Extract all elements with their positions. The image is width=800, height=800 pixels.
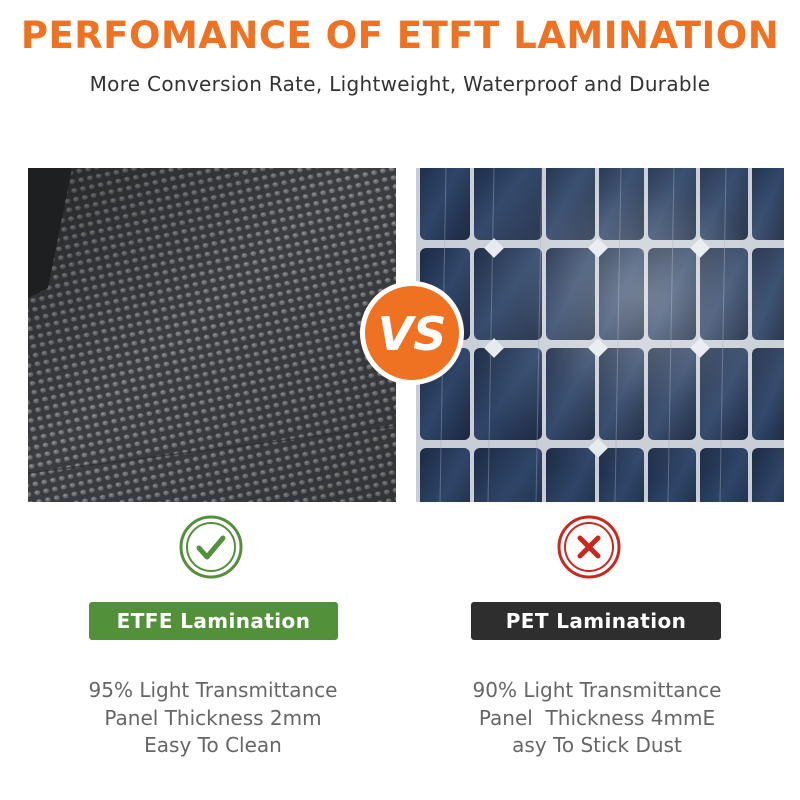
- pet-spec-dust: asy To Stick Dust: [512, 733, 682, 757]
- check-icon: [178, 514, 244, 580]
- vs-text: VS: [378, 307, 447, 361]
- cross-icon: [556, 514, 622, 580]
- pet-lamination-label: PET Lamination: [471, 602, 721, 640]
- page-subtitle: More Conversion Rate, Lightweight, Water…: [89, 72, 711, 96]
- pet-spec-transmittance: 90% Light Transmittance: [472, 678, 722, 702]
- etfe-spec-list: 95% Light Transmittance Panel Thickness …: [33, 677, 393, 760]
- etfe-surface-image: [28, 168, 396, 502]
- pet-spec-list: 90% Light Transmittance Panel Thickness …: [417, 677, 777, 760]
- etfe-lamination-label: ETFE Lamination: [89, 602, 338, 640]
- pet-solar-panel-image: [416, 168, 784, 502]
- etfe-spec-cleaning: Easy To Clean: [144, 733, 282, 757]
- etfe-spec-thickness: Panel Thickness 2mm: [104, 705, 322, 730]
- page-title: PERFOMANCE OF ETFT LAMINATION: [20, 14, 780, 57]
- pet-spec-thickness: Panel Thickness 4mmE: [478, 705, 716, 730]
- etfe-spec-transmittance: 95% Light Transmittance: [88, 678, 338, 702]
- vs-badge: VS: [359, 280, 465, 386]
